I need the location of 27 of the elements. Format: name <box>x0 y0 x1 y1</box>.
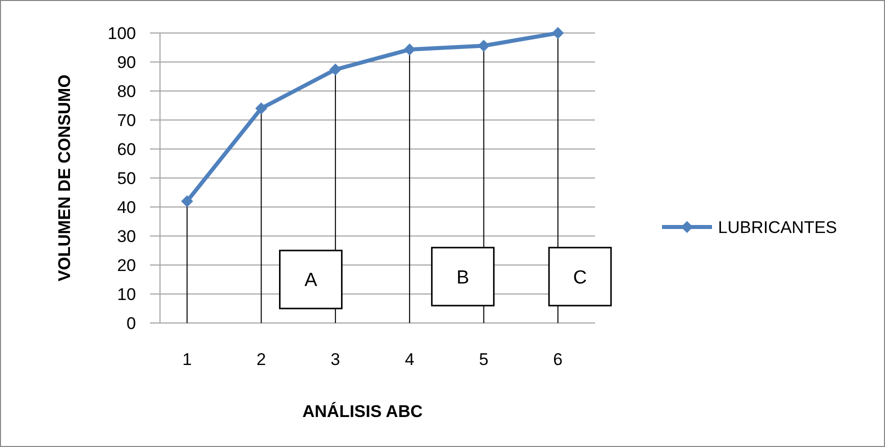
point <box>552 27 564 39</box>
x-tick-label: 5 <box>479 350 488 369</box>
y-tick-label: 100 <box>108 24 136 43</box>
y-tick-label: 0 <box>126 314 136 333</box>
y-tick-label: 10 <box>117 284 136 304</box>
y-tick-label: 60 <box>117 140 136 159</box>
y-axis-title: VOLUMEN DE CONSUMO <box>55 74 74 282</box>
legend-label: LUBRICANTES <box>718 218 838 237</box>
y-tick-label: 40 <box>117 198 136 217</box>
x-tick-label: 6 <box>553 350 563 369</box>
y-tick-label: 20 <box>117 256 136 275</box>
x-axis-title: ANÁLISIS ABC <box>302 401 423 421</box>
y-tick-label: 80 <box>117 82 136 101</box>
x-tick-label: 2 <box>256 350 266 369</box>
x-tick-label: 1 <box>182 350 192 369</box>
y-tick-label: 90 <box>117 52 136 72</box>
y-tick-label: 50 <box>117 168 136 188</box>
point <box>255 102 268 114</box>
annotation: B <box>456 267 470 288</box>
point <box>329 64 342 76</box>
annotation: A <box>304 270 318 292</box>
point <box>181 195 194 208</box>
y-tick-label: 30 <box>117 226 136 246</box>
y-tick-label: 70 <box>117 110 136 130</box>
x-tick-label: 4 <box>404 350 414 369</box>
x-tick-label: 3 <box>330 350 340 369</box>
annotation: C <box>573 267 587 288</box>
